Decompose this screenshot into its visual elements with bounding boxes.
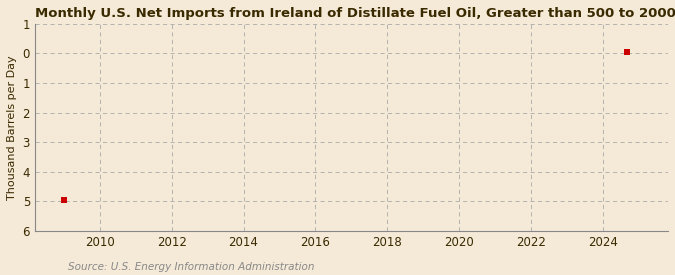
Y-axis label: Thousand Barrels per Day: Thousand Barrels per Day — [7, 55, 17, 200]
Text: Source: U.S. Energy Information Administration: Source: U.S. Energy Information Administ… — [68, 262, 314, 272]
Text: Monthly U.S. Net Imports from Ireland of Distillate Fuel Oil, Greater than 500 t: Monthly U.S. Net Imports from Ireland of… — [35, 7, 675, 20]
